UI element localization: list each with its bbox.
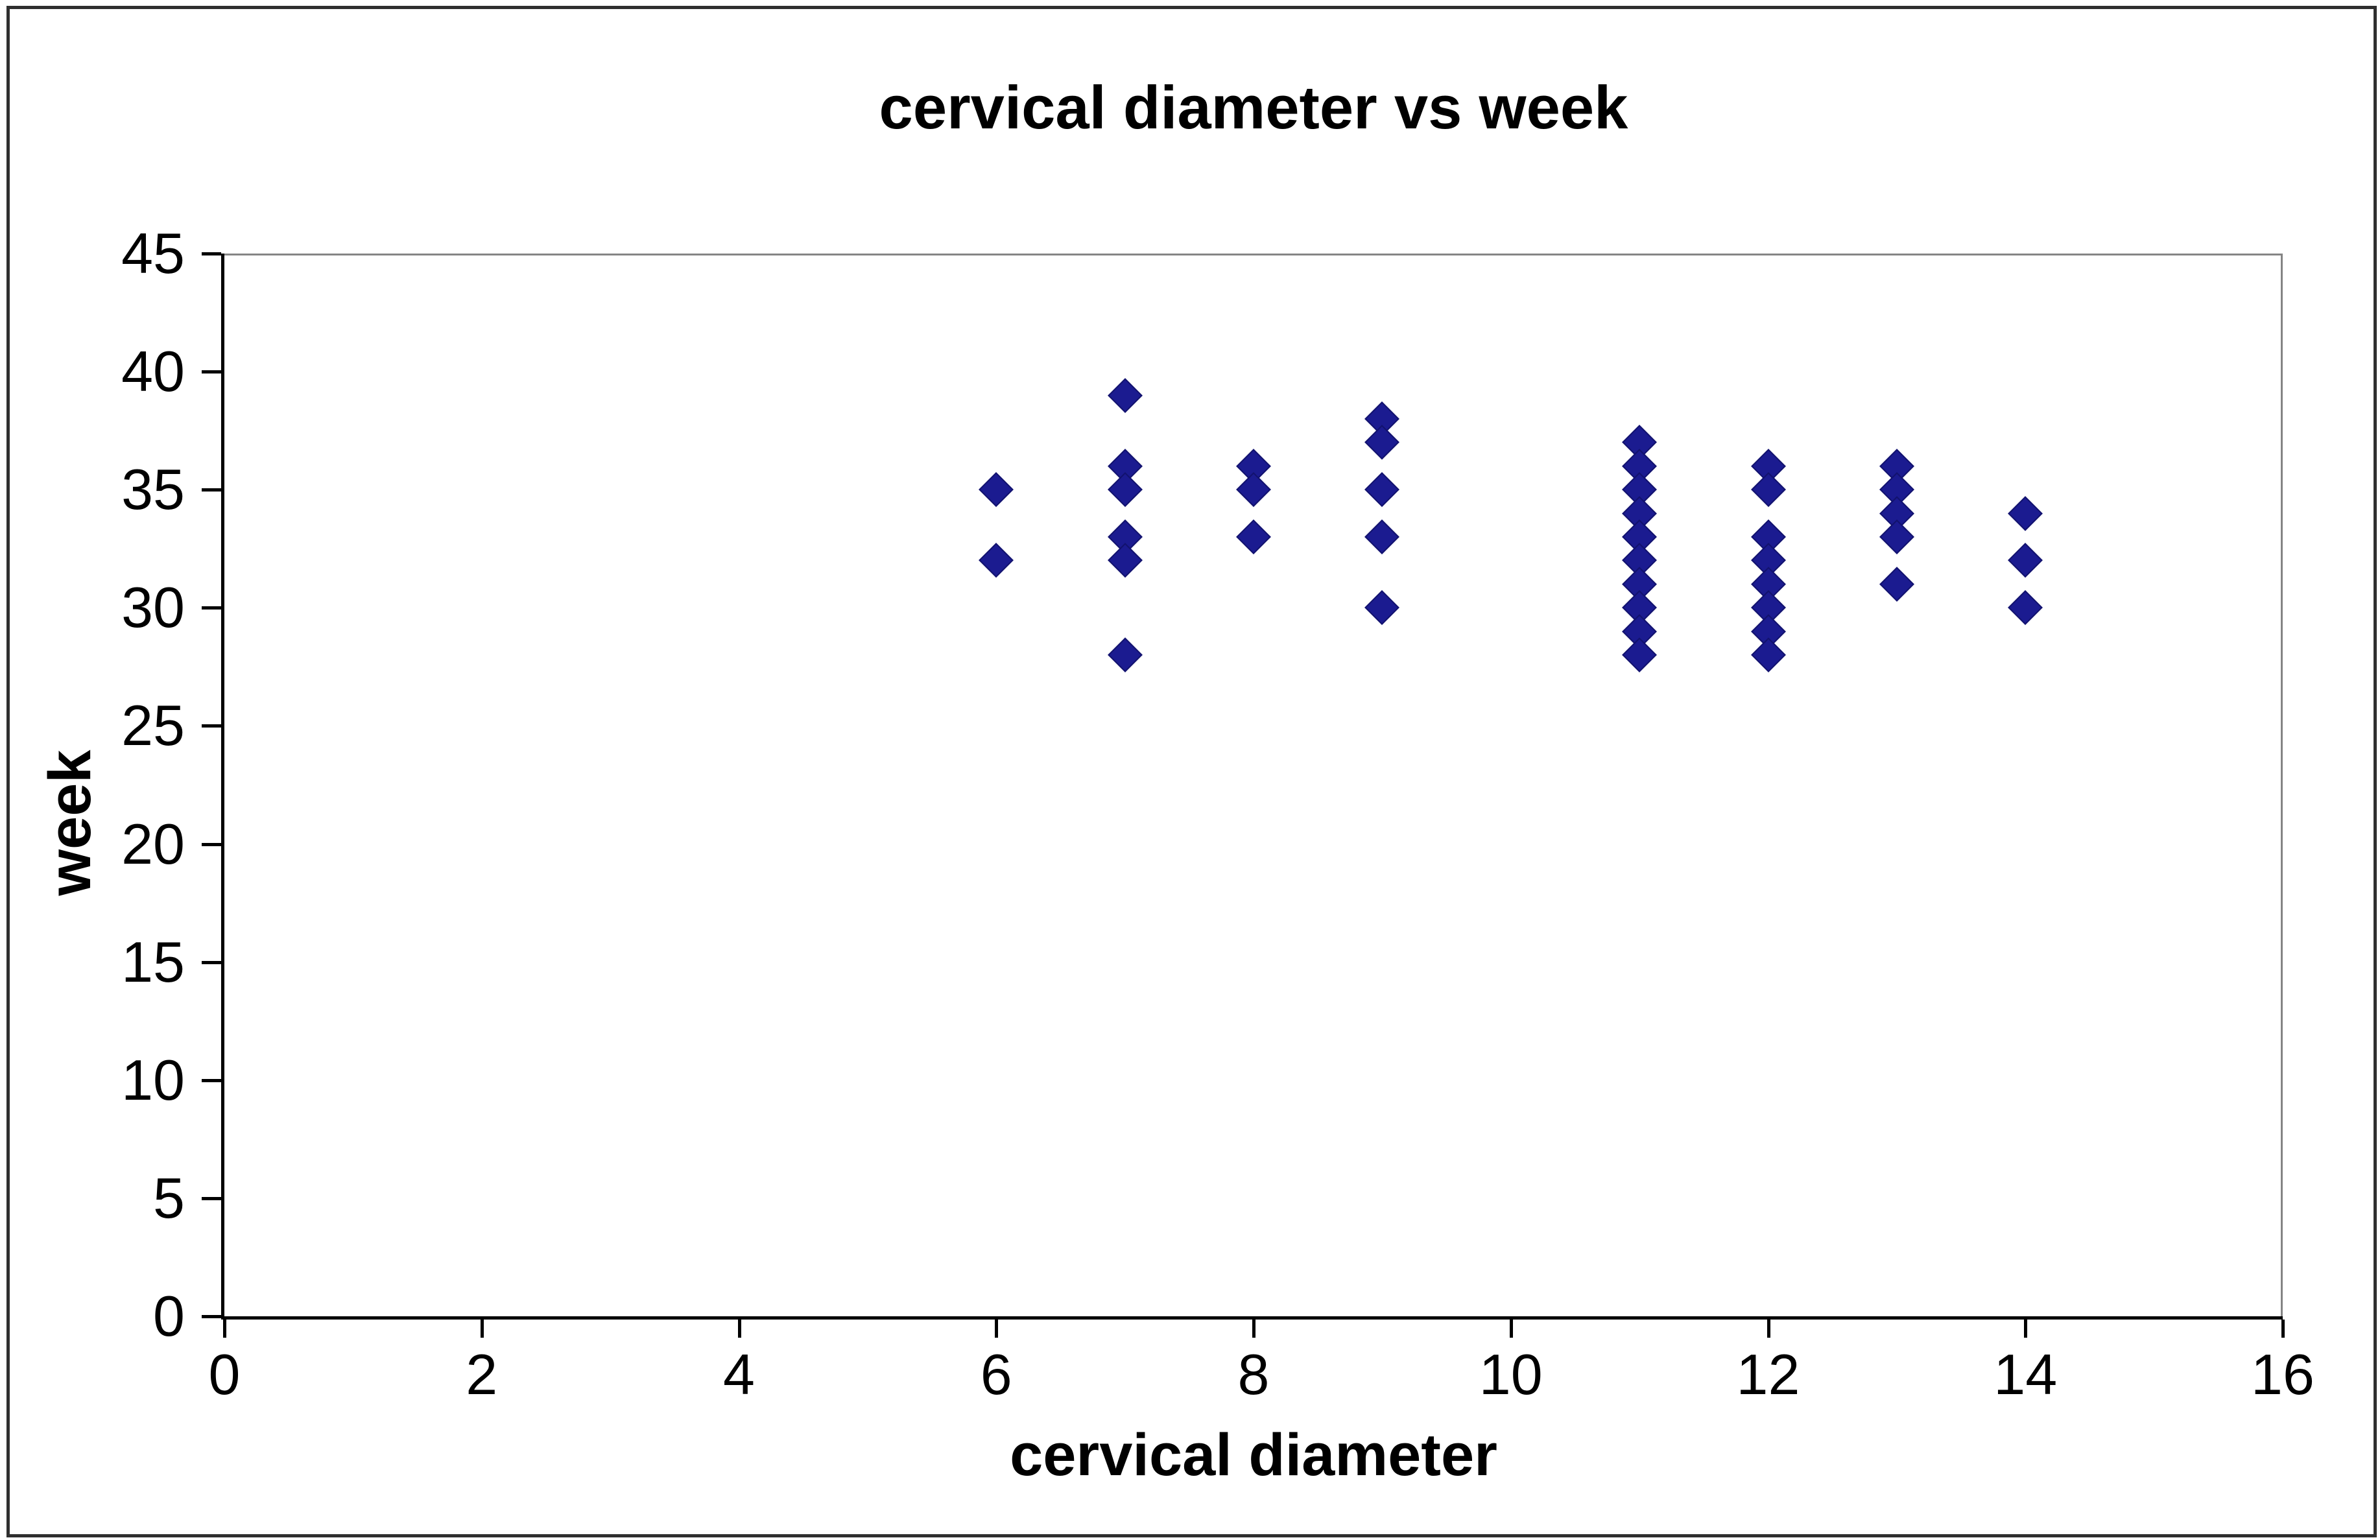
- x-tick-label: 6: [980, 1342, 1012, 1406]
- y-tick-label: 35: [121, 457, 185, 522]
- y-tick-label: 0: [153, 1284, 185, 1348]
- x-tick: [1767, 1320, 1770, 1338]
- x-tick: [223, 1320, 226, 1338]
- x-tick: [995, 1320, 999, 1338]
- x-tick-label: 16: [2251, 1342, 2315, 1406]
- y-tick: [202, 1196, 221, 1200]
- x-tick-label: 14: [1993, 1342, 2058, 1406]
- x-tick: [2281, 1320, 2285, 1338]
- y-tick-label: 40: [121, 339, 185, 404]
- y-tick-label: 10: [121, 1047, 185, 1112]
- x-tick-label: 2: [466, 1342, 498, 1406]
- y-tick: [202, 1078, 221, 1082]
- x-tick-label: 12: [1736, 1342, 1800, 1406]
- x-tick-label: 8: [1237, 1342, 1270, 1406]
- x-tick-label: 4: [723, 1342, 755, 1406]
- y-tick-label: 30: [121, 575, 185, 640]
- x-tick: [480, 1320, 484, 1338]
- y-tick-label: 20: [121, 811, 185, 876]
- y-tick-label: 5: [153, 1165, 185, 1230]
- x-tick: [737, 1320, 741, 1338]
- y-tick-label: 25: [121, 693, 185, 758]
- y-tick-label: 15: [121, 929, 185, 994]
- y-tick-label: 45: [121, 221, 185, 285]
- chart-title: cervical diameter vs week: [879, 73, 1628, 141]
- y-tick: [202, 1315, 221, 1318]
- x-tick: [1252, 1320, 1255, 1338]
- y-tick: [202, 252, 221, 255]
- y-tick: [202, 724, 221, 728]
- x-axis-title: cervical diameter: [1010, 1422, 1497, 1488]
- y-tick: [202, 842, 221, 846]
- x-tick: [1509, 1320, 1513, 1338]
- x-tick-label: 0: [208, 1342, 241, 1406]
- y-tick: [202, 606, 221, 610]
- y-tick: [202, 370, 221, 374]
- y-tick: [202, 960, 221, 964]
- x-tick-label: 10: [1479, 1342, 1543, 1406]
- y-axis-line: [221, 254, 224, 1320]
- x-axis-line: [221, 1316, 2283, 1320]
- x-tick: [2024, 1320, 2028, 1338]
- y-tick: [202, 488, 221, 492]
- plot-area: [224, 254, 2283, 1316]
